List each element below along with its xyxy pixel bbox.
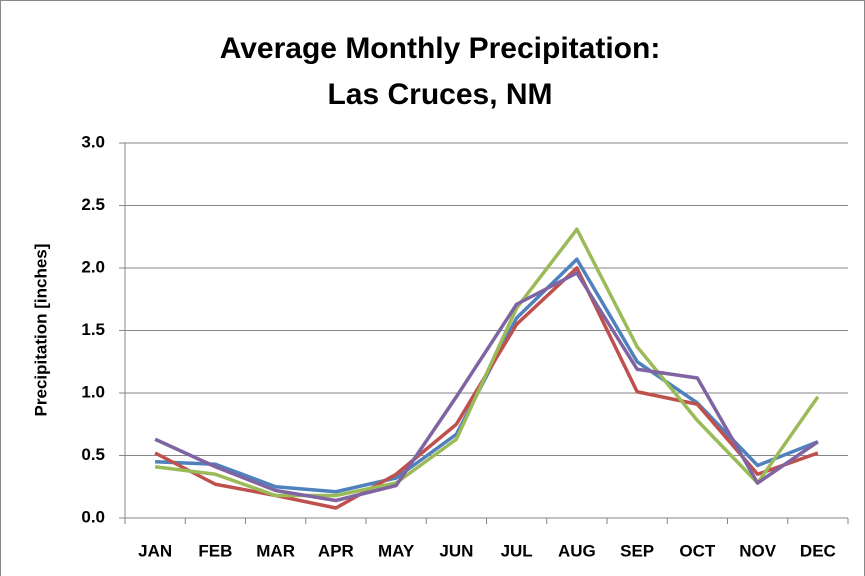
x-tick-label: OCT — [679, 541, 716, 560]
x-tick-label: APR — [318, 541, 354, 560]
x-tick-label: MAR — [256, 541, 295, 560]
y-tick-label: 0.0 — [81, 507, 105, 526]
x-tick-label: JAN — [138, 541, 172, 560]
x-tick-label: FEB — [198, 541, 232, 560]
series-line — [154, 227, 820, 498]
x-tick-label: JUN — [439, 541, 473, 560]
y-tick-label: 2.0 — [81, 257, 105, 276]
x-tick-label: MAY — [378, 541, 415, 560]
x-tick-label: DEC — [800, 541, 836, 560]
y-axis-label: Precipitation [inches] — [31, 244, 50, 417]
y-tick-label: 0.5 — [81, 445, 105, 464]
chart-title: Las Cruces, NM — [327, 78, 552, 111]
chart-title: Average Monthly Precipitation: — [220, 32, 661, 65]
series-line — [154, 271, 819, 503]
x-tick-label: AUG — [558, 541, 596, 560]
y-tick-label: 1.5 — [81, 320, 105, 339]
y-tick-label: 2.5 — [81, 195, 105, 214]
y-tick-label: 1.0 — [81, 382, 105, 401]
x-tick-label: SEP — [620, 541, 654, 560]
y-tick-label: 3.0 — [81, 132, 105, 151]
x-tick-label: JUL — [501, 541, 533, 560]
x-tick-label: NOV — [739, 541, 777, 560]
